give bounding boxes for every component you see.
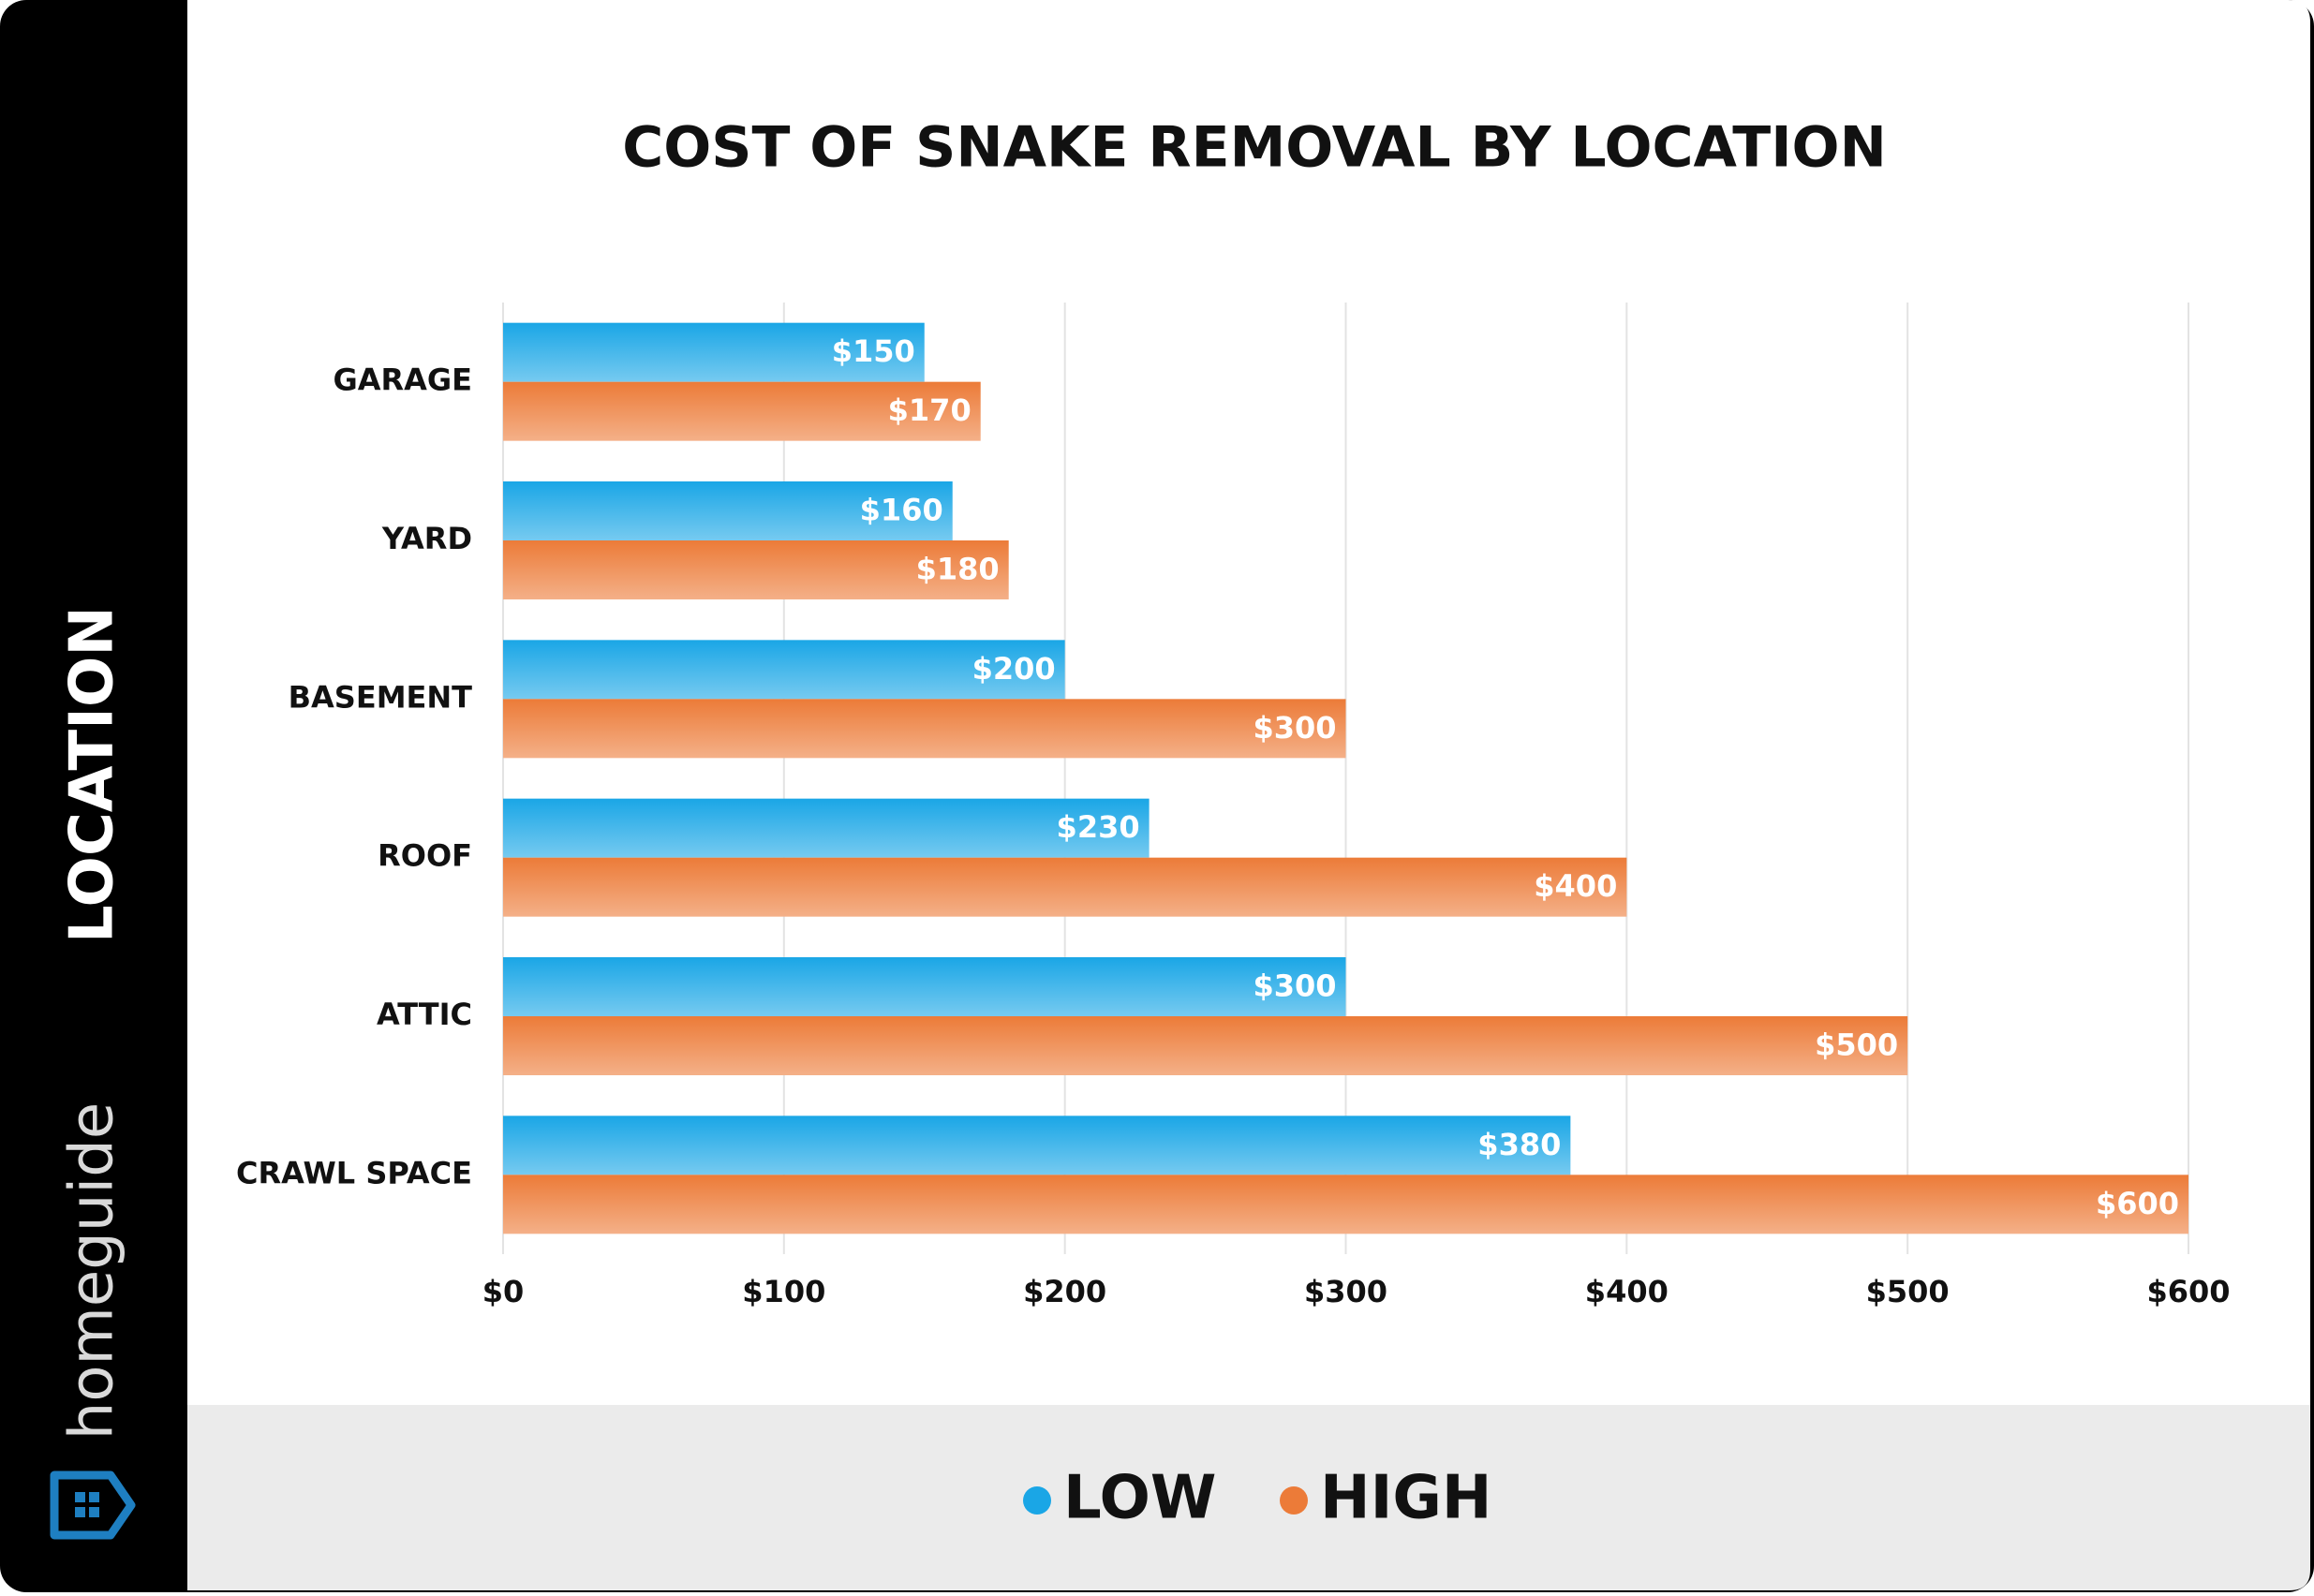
bar bbox=[503, 322, 925, 382]
value-label: $200 bbox=[972, 651, 1056, 687]
bar bbox=[503, 640, 1065, 700]
legend-panel bbox=[187, 1405, 2310, 1590]
value-label: $380 bbox=[1477, 1127, 1561, 1162]
value-label: $180 bbox=[916, 552, 1000, 587]
y-axis-label: LOCATION bbox=[58, 606, 127, 943]
y-tick-label: GARAGE bbox=[333, 362, 472, 398]
bar bbox=[503, 1116, 1571, 1175]
legend-marker bbox=[1023, 1486, 1051, 1515]
bar bbox=[503, 381, 981, 441]
y-tick-label: BASEMENT bbox=[289, 679, 473, 715]
x-tick-label: $200 bbox=[1023, 1274, 1106, 1309]
value-label: $300 bbox=[1253, 710, 1336, 746]
value-label: $150 bbox=[832, 333, 915, 369]
value-label: $300 bbox=[1253, 968, 1336, 1004]
value-label: $160 bbox=[860, 493, 943, 528]
bar bbox=[503, 540, 1009, 599]
value-label: $230 bbox=[1057, 809, 1140, 845]
bar bbox=[503, 481, 953, 540]
value-label: $400 bbox=[1534, 868, 1617, 904]
brand-logo bbox=[50, 1470, 136, 1540]
legend-label: HIGH bbox=[1320, 1464, 1491, 1533]
bar bbox=[503, 699, 1346, 759]
x-tick-label: $600 bbox=[2146, 1274, 2230, 1309]
chart-title: COST OF SNAKE REMOVAL BY LOCATION bbox=[622, 115, 1887, 181]
x-tick-label: $100 bbox=[742, 1274, 825, 1309]
legend-marker bbox=[1280, 1486, 1308, 1515]
bar bbox=[503, 798, 1150, 858]
bar bbox=[503, 1175, 2188, 1234]
brand-name: homeguide bbox=[58, 1102, 127, 1440]
bar bbox=[503, 857, 1627, 917]
y-tick-label: CRAWL SPACE bbox=[236, 1155, 472, 1190]
x-tick-label: $400 bbox=[1585, 1274, 1669, 1309]
value-label: $500 bbox=[1815, 1027, 1898, 1063]
y-tick-label: ROOF bbox=[378, 838, 472, 874]
legend-label: LOW bbox=[1063, 1464, 1217, 1533]
bar bbox=[503, 957, 1346, 1016]
value-label: $600 bbox=[2096, 1186, 2179, 1221]
x-tick-label: $500 bbox=[1866, 1274, 1950, 1309]
x-tick-label: $0 bbox=[482, 1274, 525, 1309]
bar bbox=[503, 1016, 1908, 1075]
y-tick-label: YARD bbox=[381, 521, 472, 556]
y-tick-label: ATTIC bbox=[377, 997, 472, 1032]
x-tick-label: $300 bbox=[1304, 1274, 1387, 1309]
value-label: $170 bbox=[888, 392, 972, 428]
